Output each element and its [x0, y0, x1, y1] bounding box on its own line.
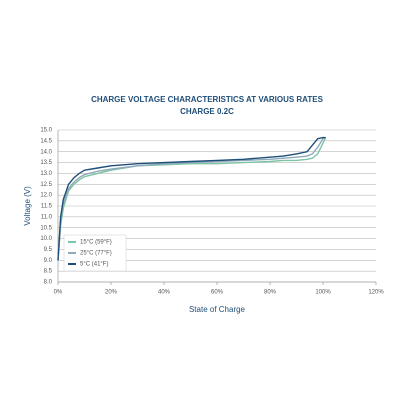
x-tick-label: 100% — [315, 290, 331, 296]
y-tick-label: 12.0 — [40, 193, 52, 199]
y-tick-label: 8.0 — [44, 280, 53, 286]
y-tick-label: 9.0 — [44, 258, 53, 264]
series-line — [57, 137, 327, 261]
x-tick-label: 80% — [264, 290, 277, 296]
x-tick-label: 60% — [211, 290, 224, 296]
y-tick-label: 15.0 — [40, 128, 52, 134]
y-tick-label: 14.0 — [40, 149, 52, 155]
y-tick-label: 10.0 — [40, 236, 52, 242]
x-axis-title: State of Charge — [189, 305, 246, 314]
legend-label: 25°C (77°F) — [80, 251, 112, 257]
x-tick-label: 0% — [54, 290, 63, 296]
y-tick-label: 13.5 — [40, 160, 52, 166]
y-tick-label: 12.5 — [40, 182, 52, 188]
y-tick-label: 11.5 — [41, 204, 53, 210]
y-tick-label: 13.0 — [40, 171, 52, 177]
series-line — [57, 136, 326, 261]
x-tick-label: 120% — [368, 290, 384, 296]
chart-subtitle: CHARGE 0.2C — [180, 107, 234, 116]
y-tick-label: 11.0 — [41, 214, 53, 220]
y-tick-label: 10.5 — [40, 225, 52, 231]
y-tick-label: 14.5 — [40, 138, 52, 144]
x-tick-label: 40% — [158, 290, 171, 296]
y-axis-title: Voltage (V) — [23, 186, 32, 226]
series-line — [57, 136, 326, 261]
chart-title: CHARGE VOLTAGE CHARACTERISTICS AT VARIOU… — [91, 95, 324, 104]
legend-label: 5°C (41°F) — [80, 262, 108, 268]
y-tick-label: 8.5 — [44, 269, 53, 275]
y-tick-label: 9.5 — [44, 247, 53, 253]
legend-label: 15°C (59°F) — [80, 240, 112, 246]
x-tick-label: 20% — [105, 290, 118, 296]
